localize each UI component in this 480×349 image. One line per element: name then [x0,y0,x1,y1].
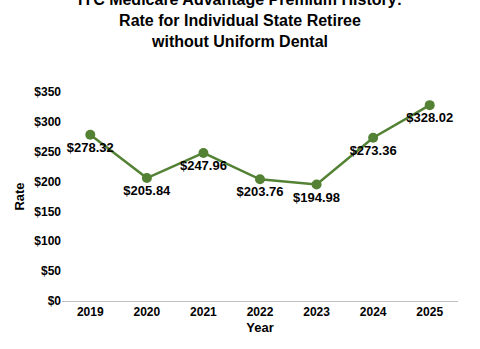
svg-text:$194.98: $194.98 [293,190,340,205]
svg-text:$203.76: $203.76 [237,184,284,199]
svg-text:$150: $150 [34,205,61,219]
svg-text:2021: 2021 [190,305,217,319]
svg-text:$50: $50 [41,264,61,278]
svg-text:2023: 2023 [303,305,330,319]
svg-text:$350: $350 [34,85,61,99]
svg-text:$328.02: $328.02 [406,110,453,125]
svg-text:2019: 2019 [77,305,104,319]
svg-text:2025: 2025 [416,305,443,319]
svg-text:$300: $300 [34,115,61,129]
svg-text:$273.36: $273.36 [350,143,397,158]
svg-text:IYC Medicare Advantage Premium: IYC Medicare Advantage Premium History:R… [78,0,402,50]
svg-text:2024: 2024 [360,305,387,319]
svg-text:$278.32: $278.32 [67,140,114,155]
svg-text:$250: $250 [34,145,61,159]
svg-text:2020: 2020 [134,305,161,319]
svg-text:$0: $0 [48,294,62,308]
svg-text:Year: Year [246,320,273,335]
svg-text:2022: 2022 [247,305,274,319]
svg-text:$200: $200 [34,175,61,189]
svg-text:$205.84: $205.84 [123,183,171,198]
svg-text:Rate: Rate [12,182,27,210]
svg-text:$247.96: $247.96 [180,158,227,173]
svg-text:$100: $100 [34,234,61,248]
